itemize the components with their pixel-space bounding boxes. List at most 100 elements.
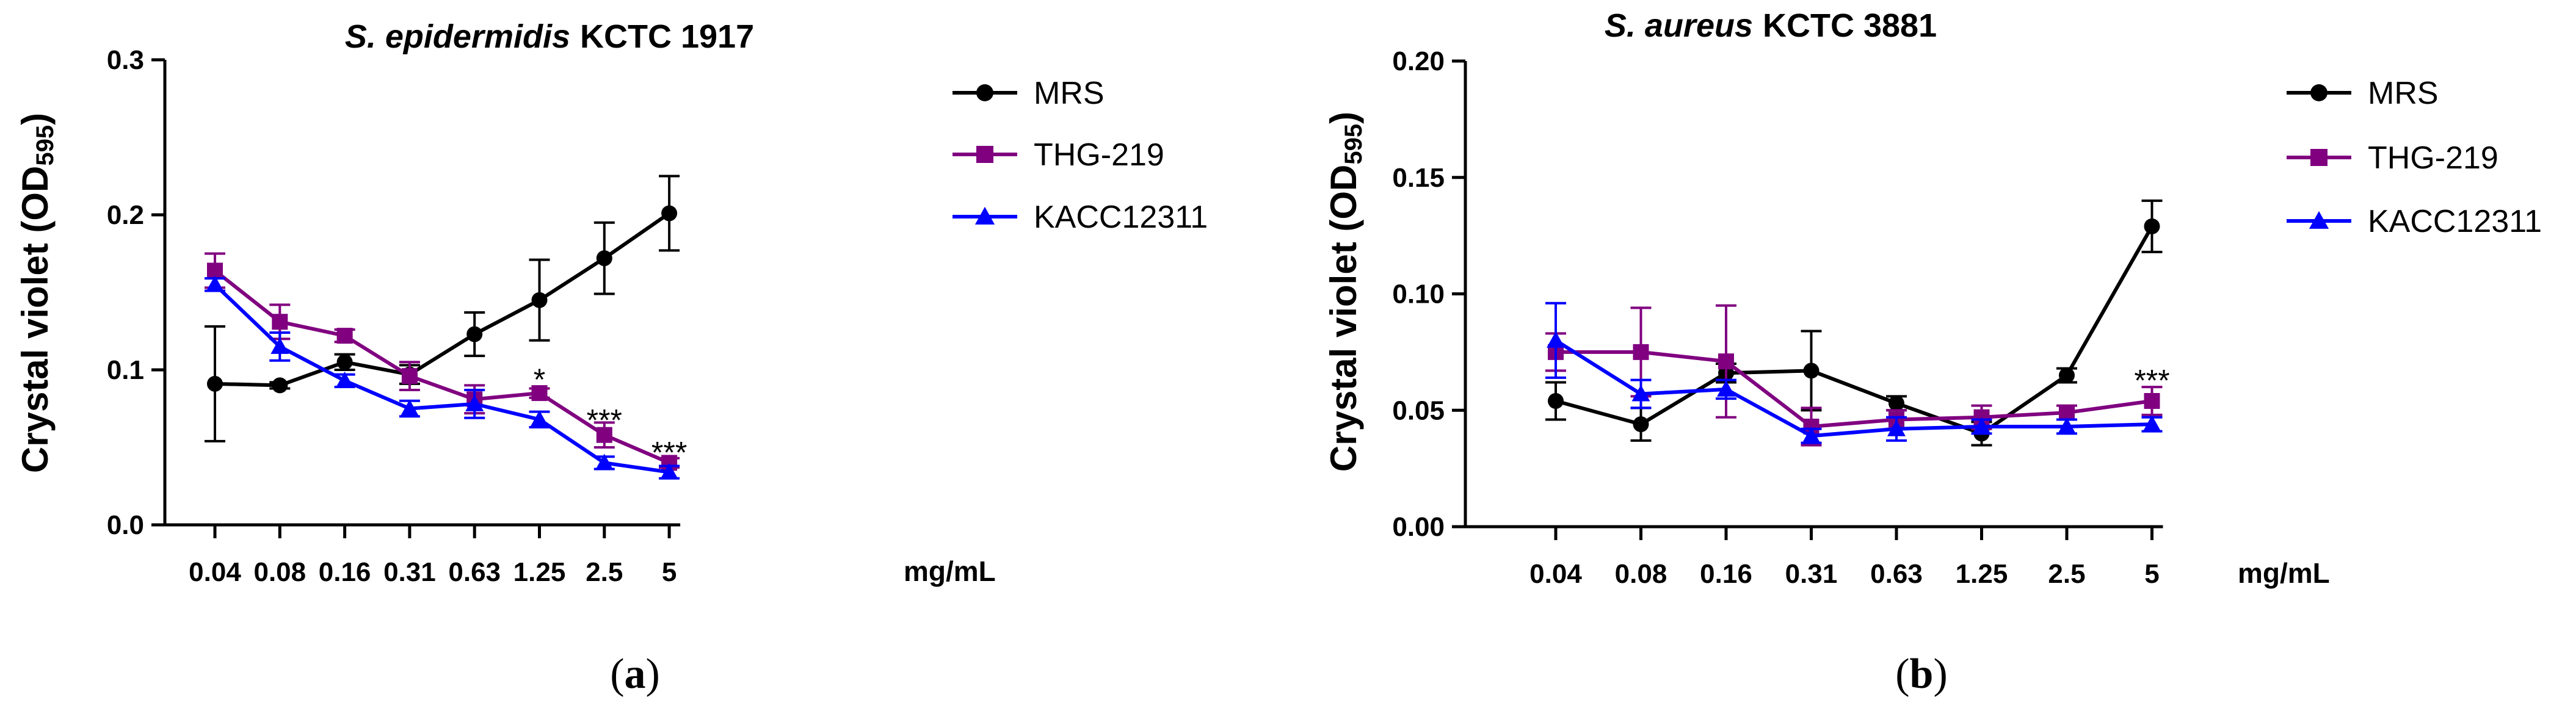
y-tick-label: 0.20 (1392, 46, 1445, 76)
data-point (336, 354, 353, 370)
x-tick-label: 0.08 (1615, 559, 1667, 589)
data-point (2144, 392, 2160, 409)
legend-label: THG-219 (2368, 140, 2498, 176)
legend-marker (2309, 211, 2329, 229)
series-kacc12311 (1545, 301, 2163, 444)
x-axis-unit: mg/mL (904, 555, 996, 587)
y-axis-label-subscript: 595 (32, 125, 59, 166)
data-point (1547, 331, 1565, 348)
x-tick-label: 5 (662, 557, 677, 587)
data-point (2142, 415, 2161, 432)
legend-marker (2310, 149, 2327, 166)
significance-marker: *** (651, 436, 687, 470)
y-tick-label: 0.15 (1392, 163, 1445, 193)
y-axis-label-main: Crystal violet (OD (1323, 165, 1364, 472)
legend-item-kacc12311: KACC12311 (2287, 204, 2542, 239)
data-point (465, 394, 484, 411)
series-thg-219 (205, 252, 680, 471)
data-point (2144, 218, 2160, 234)
chart-panel-b: S. aureus KCTC 3881 Crystal violet (OD595)… (1323, 7, 2542, 698)
legend-marker (976, 146, 993, 163)
legend-marker (974, 206, 995, 225)
data-point (270, 337, 289, 354)
data-point (596, 250, 612, 267)
data-point (531, 385, 548, 402)
panel-label-close: ) (646, 651, 660, 698)
x-tick-label: 0.04 (1529, 559, 1582, 589)
significance-marker: *** (2134, 364, 2169, 398)
y-axis-label: Crystal violet (OD595) (1323, 112, 1367, 472)
y-tick-label: 0.0 (107, 510, 144, 540)
data-point (2058, 417, 2076, 434)
significance-marker: *** (587, 403, 622, 437)
data-point (335, 371, 354, 388)
data-point (530, 410, 549, 427)
data-point (1887, 419, 1906, 436)
x-tick-label: 5 (2144, 559, 2159, 589)
x-tick-label: 0.08 (253, 557, 306, 587)
data-point (661, 205, 678, 222)
data-point (596, 427, 612, 443)
data-point (1718, 353, 1734, 370)
legend-label: KACC12311 (2368, 204, 2542, 239)
data-point (1631, 384, 1650, 402)
x-tick-label: 1.25 (513, 557, 566, 587)
series-line (1555, 339, 2152, 438)
x-tick-label: 0.16 (319, 557, 371, 587)
y-tick-label: 0.2 (107, 200, 144, 230)
y-axis-label: Crystal violet (OD595) (15, 113, 59, 473)
panel-label-letter: b (1910, 651, 1934, 698)
y-axis-label-close: ) (1323, 112, 1364, 124)
significance-marker: * (534, 363, 545, 397)
data-point (336, 328, 353, 344)
legend-label: THG-219 (1034, 137, 1164, 173)
x-tick-label: 0.04 (189, 557, 241, 587)
y-axis-label-close: ) (15, 113, 56, 125)
data-point (1972, 417, 1991, 434)
panel-label-close: ) (1933, 651, 1947, 698)
chart-title-organism: S. epidermidis (345, 18, 570, 55)
data-point (1802, 427, 1821, 444)
data-point (272, 314, 288, 330)
legend-item-thg-219: THG-219 (2287, 140, 2498, 176)
y-tick-label: 0.00 (1392, 512, 1445, 542)
y-tick-label: 0.05 (1392, 395, 1445, 425)
panel-label-open: ( (1895, 651, 1909, 698)
y-tick-label: 0.10 (1392, 280, 1445, 309)
data-point (531, 292, 548, 308)
x-tick-label: 0.63 (1870, 559, 1923, 589)
data-point (595, 453, 614, 471)
y-tick-label: 0.3 (107, 45, 144, 75)
legend-label: KACC12311 (1034, 200, 1208, 235)
panel-label: (a) (610, 651, 660, 698)
series-line (1556, 350, 2152, 428)
legend-item-kacc12311: KACC12311 (952, 200, 1208, 235)
data-point (1633, 416, 1649, 433)
data-point (272, 377, 288, 394)
data-point (660, 463, 679, 480)
chart-title-strain: KCTC 3881 (1763, 7, 1937, 44)
x-tick-label: 2.5 (2048, 559, 2085, 589)
chart-title-strain: KCTC 1917 (580, 18, 754, 55)
legend-label: MRS (1034, 76, 1105, 111)
y-tick-label: 0.1 (107, 355, 144, 385)
panel-label-letter: a (625, 651, 646, 698)
legend-item-mrs: MRS (2287, 76, 2439, 111)
series-kacc12311 (205, 275, 680, 480)
series-line (214, 211, 670, 388)
data-point (466, 326, 483, 342)
series-line (1555, 225, 2154, 436)
x-tick-label: 1.25 (1956, 559, 2008, 589)
y-axis-label-subscript: 595 (1340, 124, 1367, 165)
legend-item-thg-219: THG-219 (952, 137, 1164, 173)
x-tick-label: 2.5 (586, 557, 623, 587)
panel-label-open: ( (610, 651, 624, 698)
x-axis-unit: mg/mL (2238, 557, 2330, 589)
data-point (1717, 380, 1735, 397)
data-point (1548, 392, 1564, 409)
chart-title: S. epidermidis KCTC 1917 (345, 18, 754, 55)
series-mrs (205, 175, 680, 442)
legend: MRS THG-219 KACC12311 (952, 76, 1208, 235)
data-point (1633, 344, 1649, 360)
